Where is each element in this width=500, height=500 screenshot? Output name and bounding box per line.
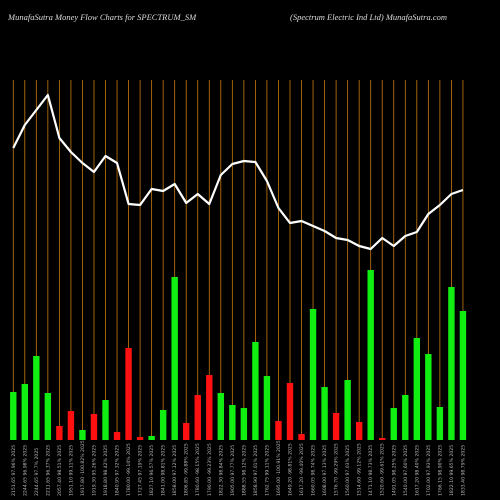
bar bbox=[286, 383, 294, 440]
x-tick-label: 1660.05 98.74% 2025 bbox=[311, 445, 317, 496]
x-tick-label: 1841.00 98.81% 2025 bbox=[161, 445, 167, 496]
x-tick-label: 1790.00 -99.23% 2025 bbox=[207, 443, 213, 496]
x-tick-label: 1858.90 97.01% 2025 bbox=[253, 445, 259, 496]
bar bbox=[298, 434, 305, 440]
x-tick-label: 1762.75 99.11% 2025 bbox=[264, 445, 270, 496]
bar bbox=[90, 414, 98, 440]
bar bbox=[102, 400, 109, 440]
x-tick-label: 1919.30 95.26% 2025 bbox=[91, 445, 97, 496]
bar bbox=[206, 375, 213, 440]
x-tick-label: 1905.00 97.77% 2025 bbox=[230, 445, 236, 496]
bar bbox=[367, 270, 374, 440]
x-tick-label: 1888.55 98.12% 2025 bbox=[241, 445, 247, 496]
bar bbox=[459, 311, 467, 440]
x-tick-label: 1617.20 -99.40% 2025 bbox=[299, 443, 305, 496]
bar bbox=[10, 392, 17, 440]
bar bbox=[402, 395, 409, 440]
chart-subtitle: (Spectrum Electric Ind Ltd) MunafaSutra.… bbox=[290, 12, 447, 22]
x-tick-label: 1471.10 98.73% 2025 bbox=[368, 445, 374, 496]
bar bbox=[194, 395, 201, 440]
bar bbox=[217, 393, 225, 440]
bar bbox=[136, 437, 144, 440]
bar bbox=[79, 430, 86, 440]
x-tick-label: 2211.65 96.37% 2025 bbox=[45, 445, 51, 496]
money-flow-line bbox=[12, 93, 464, 251]
x-tick-label: 1766.15 98.90% 2025 bbox=[437, 445, 443, 496]
bar bbox=[171, 277, 178, 440]
x-tick-label: 1822.30 98.84% 2025 bbox=[218, 445, 224, 496]
x-tick-label: 1520.60 -99.61% 2025 bbox=[380, 443, 386, 496]
x-tick-label: 1540.00 97.60% 2025 bbox=[403, 445, 409, 496]
bar bbox=[379, 438, 386, 440]
bar bbox=[355, 422, 363, 440]
bar bbox=[263, 376, 271, 440]
x-tick-label: 1806.85 -99.88% 2025 bbox=[184, 443, 190, 496]
bar bbox=[390, 408, 397, 440]
x-tick-label: 1780.60 -98.15% 2025 bbox=[195, 443, 201, 496]
bar bbox=[448, 287, 455, 440]
bar bbox=[44, 393, 52, 440]
x-tick-label: 1858.00 97.12% 2025 bbox=[172, 445, 178, 496]
x-tick-label: 1617.20 98.40% 2025 bbox=[414, 445, 420, 496]
bar bbox=[413, 338, 421, 440]
bar bbox=[125, 348, 132, 440]
bar bbox=[436, 407, 444, 440]
bar bbox=[425, 354, 432, 440]
x-tick-label: 2244.65 96.98% 2025 bbox=[22, 445, 28, 496]
bar bbox=[240, 408, 248, 440]
x-tick-label: 1727.45 97.19% 2025 bbox=[138, 445, 144, 496]
bar bbox=[148, 436, 155, 440]
x-tick-label: 1649.20 -98.81% 2025 bbox=[287, 443, 293, 496]
bar bbox=[344, 380, 351, 440]
x-tick-label: 1918.80 98.42% 2025 bbox=[103, 445, 109, 496]
x-tick-label: 2244.65 97.7% 2025 bbox=[34, 448, 40, 496]
x-tick-label: 1608.00 97.13% 2025 bbox=[322, 445, 328, 496]
x-tick-label: 1917.80 -100.82% 2025 bbox=[80, 440, 86, 496]
chart-title: MunafaSutra Money Flow Charts for SPECTR… bbox=[7, 12, 197, 22]
x-tick-label: 1951.10 99.11% 2025 bbox=[68, 445, 74, 496]
bar bbox=[183, 423, 190, 440]
x-tick-label: 1833.40 98.79% 2025 bbox=[460, 445, 466, 496]
x-tick-label: 1491.05 98.25% 2025 bbox=[391, 445, 397, 496]
x-tick-label: 1514.60 -99.12% 2025 bbox=[357, 443, 363, 496]
bar bbox=[67, 411, 75, 440]
x-tick-label: 1840.95 97.32% 2025 bbox=[115, 445, 121, 496]
bar bbox=[229, 405, 236, 440]
x-tick-label: 2057.40 98.51% 2025 bbox=[57, 445, 63, 496]
bar bbox=[113, 432, 121, 440]
x-tick-label: 1822.10 99.65% 2025 bbox=[449, 445, 455, 496]
x-tick-label: 1702.00 97.93% 2025 bbox=[426, 445, 432, 496]
x-tick-label: 1780.00 -99.10% 2025 bbox=[126, 443, 132, 496]
bar bbox=[321, 387, 328, 440]
bar bbox=[56, 426, 63, 440]
bar bbox=[159, 410, 167, 440]
x-tick-label: 1576.70 -99.29% 2025 bbox=[334, 443, 340, 496]
x-tick-label: 1827.10 96.57% 2025 bbox=[149, 445, 155, 496]
bar bbox=[21, 384, 28, 440]
bar bbox=[309, 309, 317, 440]
bar bbox=[33, 356, 40, 440]
bar bbox=[252, 342, 259, 440]
x-tick-label: 1560.00 97.03% 2025 bbox=[345, 445, 351, 496]
bar bbox=[275, 421, 282, 440]
x-tick-label: 2151.65 97.96% 2025 bbox=[11, 445, 17, 496]
bar bbox=[332, 413, 340, 440]
x-tick-label: 1695.00 -100.91% 2025 bbox=[276, 440, 282, 496]
